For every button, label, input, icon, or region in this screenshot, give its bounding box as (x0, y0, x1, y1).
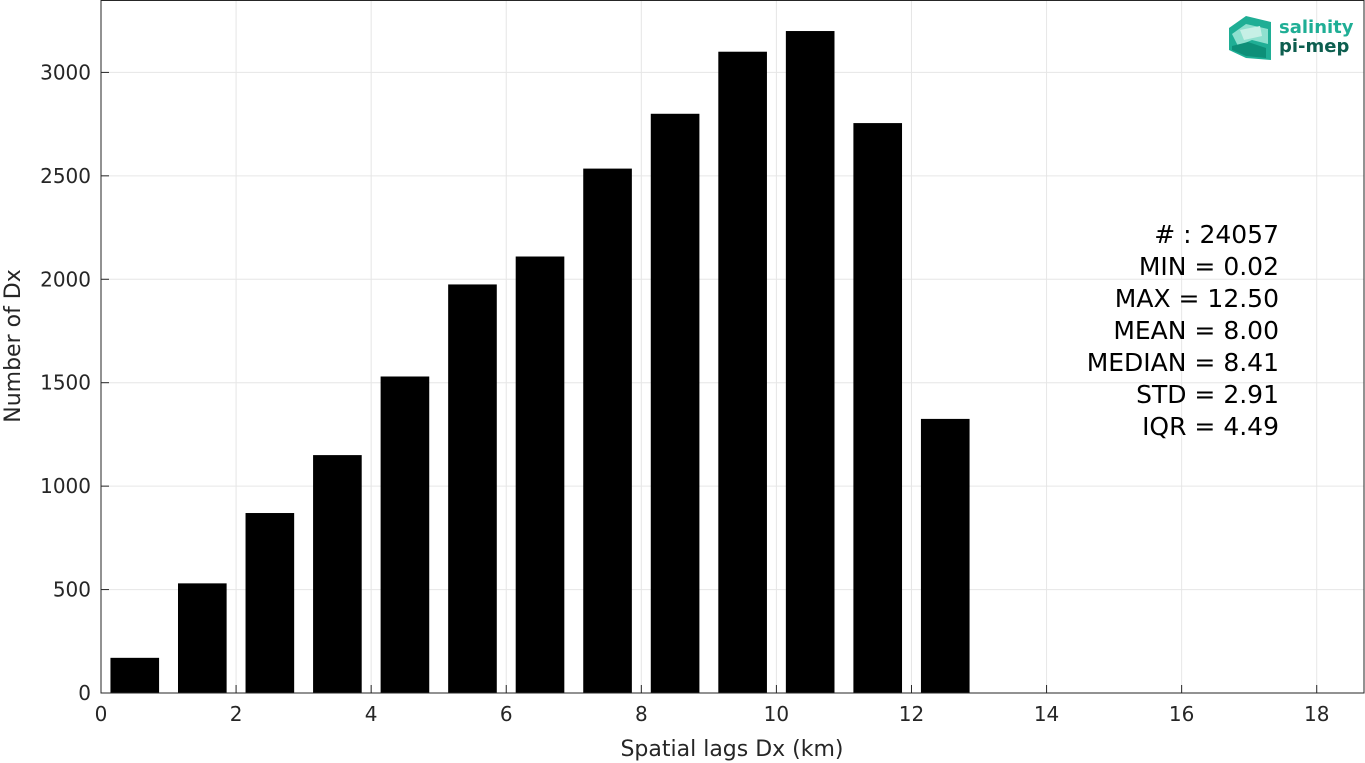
histogram-bar (245, 513, 295, 693)
histogram-bar (177, 583, 227, 693)
histogram-bar (920, 418, 970, 693)
histogram-bar (313, 455, 362, 693)
x-tick-label: 18 (1304, 702, 1329, 726)
stat-line: MEDIAN = 8.41 (1087, 348, 1279, 377)
x-axis-label: Spatial lags Dx (km) (620, 737, 843, 762)
histogram-bar (718, 51, 767, 693)
stat-line: MIN = 0.02 (1139, 252, 1279, 281)
axes-frame (100, 0, 1365, 694)
x-tick-label: 4 (365, 702, 378, 726)
histogram-bar (785, 31, 835, 694)
histogram-bar (380, 376, 430, 693)
x-tick-labels: 0 2 4 6 8 10 12 14 16 18 (95, 702, 1330, 726)
histogram-bar (583, 168, 632, 693)
x-tick-label: 16 (1169, 702, 1194, 726)
x-tick-label: 0 (95, 702, 108, 726)
y-tick-labels: 0 500 1000 1500 2000 2500 3000 (40, 60, 91, 705)
y-tick-label: 2000 (40, 267, 91, 291)
x-tick-label: 8 (635, 702, 648, 726)
stat-line: MAX = 12.50 (1115, 284, 1279, 313)
histogram-bar (853, 123, 903, 693)
salinity-pi-mep-logo: salinity pi-mep (1229, 16, 1354, 60)
statistics-box: # : 24057 MIN = 0.02 MAX = 12.50 MEAN = 8.0… (1087, 220, 1279, 441)
y-tick-label: 1500 (40, 371, 91, 395)
y-axis-label: Number of Dx (1, 269, 26, 423)
y-tick-label: 2500 (40, 164, 91, 188)
x-tick-label: 2 (230, 702, 243, 726)
y-tick-label: 500 (53, 578, 91, 602)
bars (110, 31, 970, 694)
x-tick-label: 6 (500, 702, 513, 726)
axis-ticks (100, 71, 1318, 694)
logo-mark-icon (1229, 16, 1271, 60)
x-tick-label: 10 (764, 702, 789, 726)
y-tick-label: 3000 (40, 60, 91, 84)
stat-line: STD = 2.91 (1136, 380, 1279, 409)
stat-line: MEAN = 8.00 (1113, 316, 1279, 345)
stat-line: IQR = 4.49 (1142, 412, 1279, 441)
x-tick-label: 12 (899, 702, 924, 726)
y-tick-label: 0 (78, 681, 91, 705)
logo-text-line1: salinity (1279, 17, 1354, 38)
histogram-bar (515, 256, 565, 693)
stat-line: # : 24057 (1154, 220, 1279, 249)
logo-text-line2: pi-mep (1279, 36, 1349, 57)
y-tick-label: 1000 (40, 474, 91, 498)
histogram-bar (448, 284, 497, 693)
x-tick-label: 14 (1034, 702, 1059, 726)
histogram-bar (650, 113, 700, 693)
histogram-bar (110, 657, 160, 693)
